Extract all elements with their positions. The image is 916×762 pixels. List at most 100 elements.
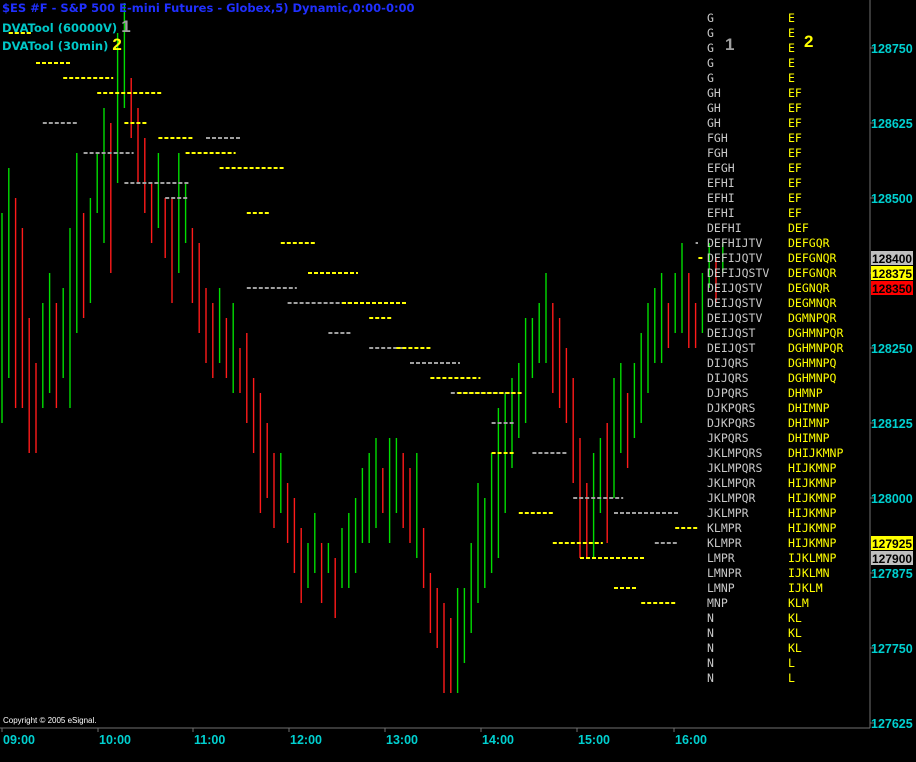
- tpo-row-study2: HIJKMNP: [788, 491, 837, 505]
- tpo-row-study1: G: [707, 11, 714, 25]
- x-tick-label: 15:00: [578, 733, 610, 747]
- x-tick-label: 14:00: [482, 733, 514, 747]
- tpo-row-study2: E: [788, 26, 795, 40]
- y-tick-label: 128250: [871, 342, 913, 356]
- tpo-row-study2: DHIJKMNP: [788, 446, 843, 460]
- tpo-row-study1: N: [707, 641, 714, 655]
- tpo-row-study1: G: [707, 71, 714, 85]
- tpo-row-study1: DIJQRS: [707, 356, 749, 370]
- y-axis-ticks: 128750 128625 128500 128375 128250 128125 1280…: [870, 42, 913, 731]
- price-tag-bg: [871, 551, 913, 565]
- tpo-row-study1: N: [707, 626, 714, 640]
- tpo-row-study1: DIJQRS: [707, 371, 749, 385]
- y-tick-label: 128500: [871, 192, 913, 206]
- tpo-row-study2: HIJKMNP: [788, 506, 837, 520]
- price-tag-bg: [871, 266, 913, 280]
- tpo-row-study2: DEGMNQR: [788, 296, 837, 310]
- price-tag-bg: [871, 536, 913, 550]
- tpo-row-study2: EF: [788, 206, 802, 220]
- tpo-row-study2: DGHMNPQR: [788, 341, 843, 355]
- price-tag-label: 128400: [872, 252, 912, 266]
- tpo-row-study2: DHIMNP: [788, 401, 830, 415]
- tpo-row-study2: E: [788, 41, 795, 55]
- tpo-row-study2: DHIMNP: [788, 416, 830, 430]
- tpo-row-study1: DJKPQRS: [707, 416, 756, 430]
- tpo-row-study1: DEIJQSTV: [707, 311, 762, 325]
- price-tag-label: 127925: [872, 537, 912, 551]
- tpo-row-study2: DGHMNPQ: [788, 371, 837, 385]
- tpo-row-study2: DEGNQR: [788, 281, 830, 295]
- tpo-row-study1: N: [707, 611, 714, 625]
- tpo-row-study2: EF: [788, 86, 802, 100]
- tpo-row-study2: DHMNP: [788, 386, 823, 400]
- price-tag-label: 127900: [872, 552, 912, 566]
- tpo-row-study2: KL: [788, 641, 802, 655]
- tpo-row-study2: IJKLM: [788, 581, 823, 595]
- y-tick-label: 128750: [871, 42, 913, 56]
- study2-legend[interactable]: DVATool (30min) 2: [2, 35, 122, 55]
- study1-number: 1: [121, 17, 131, 36]
- tpo-row-study2: EF: [788, 116, 802, 130]
- tpo-row-study1: DEFIJQSTV: [707, 266, 769, 280]
- tpo-row-study1: EFHI: [707, 191, 735, 205]
- x-tick-label: 10:00: [99, 733, 131, 747]
- y-tick-label: 127625: [871, 717, 913, 731]
- y-tick-label: 128000: [871, 492, 913, 506]
- y-tick-label: 128625: [871, 117, 913, 131]
- tpo-row-study1: DJPQRS: [707, 386, 749, 400]
- study1-label: DVATool (60000V): [2, 21, 118, 35]
- tpo-row-study1: JKLMPQRS: [707, 461, 762, 475]
- price-tag-label: 128375: [872, 267, 912, 281]
- tpo-row-study1: KLMPR: [707, 521, 742, 535]
- tpo-row-study1: KLMPR: [707, 536, 742, 550]
- y-tick-label: 128125: [871, 417, 913, 431]
- price-tag-bg: [871, 281, 913, 295]
- tpo-row-study2: HIJKMNP: [788, 476, 837, 490]
- tpo-row-study2: DGMNPQR: [788, 311, 837, 325]
- y-tick-label: 127750: [871, 642, 913, 656]
- tpo-row-study2: HIJKMNP: [788, 536, 837, 550]
- tpo-row-study1: LMNP: [707, 581, 735, 595]
- tpo-row-study1: DEFHIJTV: [707, 236, 762, 250]
- x-tick-label: 11:00: [194, 733, 225, 747]
- tpo-row-study2: EF: [788, 191, 802, 205]
- tpo-row-study2: EF: [788, 131, 802, 145]
- price-tag-label: 128350: [872, 282, 912, 296]
- tpo-row-study1: JKPQRS: [707, 431, 749, 445]
- tpo-row-study2: KLM: [788, 596, 809, 610]
- price-tag-bg: [871, 251, 913, 265]
- tpo-row-study2: IJKLMN: [788, 566, 830, 580]
- study2-number: 2: [112, 35, 122, 54]
- tpo-row-study2: E: [788, 71, 795, 85]
- tpo-row-study2: KL: [788, 626, 802, 640]
- tpo-row-study1: G: [707, 56, 714, 70]
- x-tick-label: 09:00: [3, 733, 35, 747]
- tpo-row-study2: DEF: [788, 221, 809, 235]
- tpo-row-study1: N: [707, 671, 714, 685]
- value-area-study2-lines: [8, 32, 703, 604]
- tpo-row-study2: E: [788, 11, 795, 25]
- ohlc-bars: [1, 3, 724, 693]
- tpo-row-study1: EFHI: [707, 176, 735, 190]
- tpo-row-study1: DEIJQST: [707, 341, 756, 355]
- tpo-row-study2: HIJKMNP: [788, 521, 837, 535]
- tpo-row-study1: LMNPR: [707, 566, 742, 580]
- tpo-row-study2: EF: [788, 146, 802, 160]
- x-tick-label: 16:00: [675, 733, 707, 747]
- tpo-row-study1: JKLMPQRS: [707, 446, 762, 460]
- tpo-row-study2: DGHMNPQ: [788, 356, 837, 370]
- tpo-row-study2: DGHMNPQR: [788, 326, 843, 340]
- tpo-row-study1: JKLMPQR: [707, 476, 756, 490]
- tpo-row-study1: DEFIJQTV: [707, 251, 762, 265]
- tpo-row-study2: DEFGQR: [788, 236, 830, 250]
- x-axis-ticks: 09:00 10:00 11:00 12:00 13:00 14:00 15:00 16:00: [1, 728, 707, 747]
- tpo-header-2: 2: [804, 32, 813, 51]
- tpo-row-study1: G: [707, 26, 714, 40]
- tpo-row-study1: GH: [707, 86, 721, 100]
- study1-legend[interactable]: DVATool (60000V) 1: [2, 17, 131, 37]
- tpo-row-study2: IJKLMNP: [788, 551, 837, 565]
- tpo-row-study1: DEIJQSTV: [707, 281, 762, 295]
